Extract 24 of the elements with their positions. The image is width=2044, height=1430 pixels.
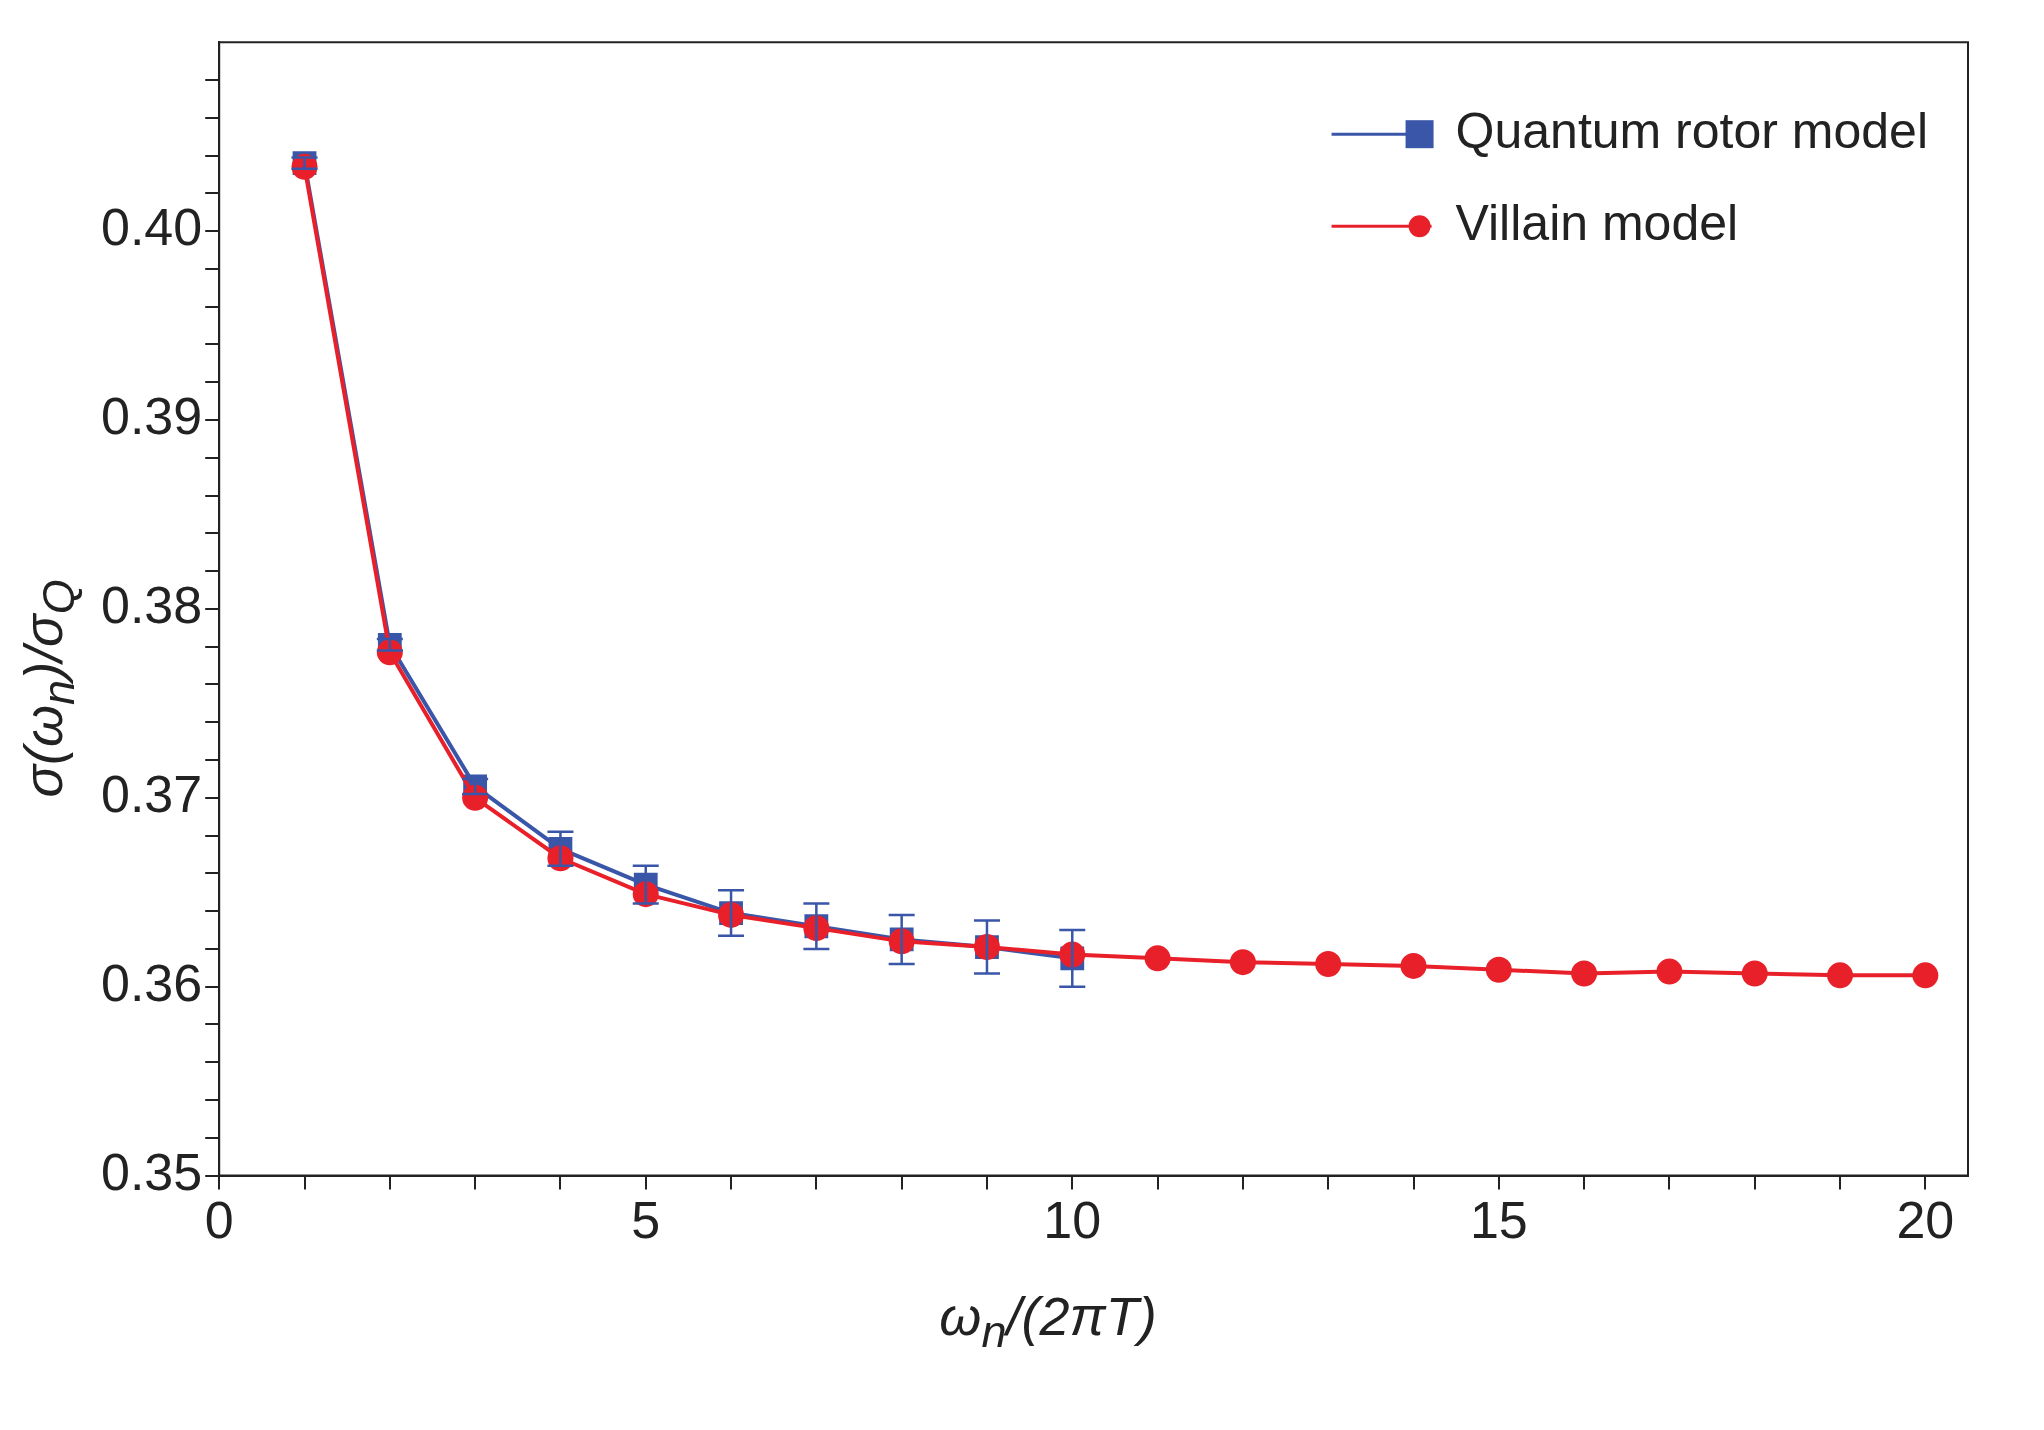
point (1315, 951, 1342, 978)
point (1656, 958, 1683, 985)
y-tick-label: 0.35 (100, 1142, 203, 1201)
x-tick-label: 15 (1469, 1191, 1528, 1250)
point (1485, 956, 1512, 983)
x-tick-label: 20 (1896, 1191, 1955, 1250)
point (1571, 960, 1598, 987)
x-tick-label: 0 (204, 1191, 234, 1250)
point (1144, 945, 1171, 972)
point (1827, 962, 1854, 989)
point (1912, 962, 1939, 989)
point (1229, 949, 1256, 976)
x-tick-label: 10 (1043, 1191, 1102, 1250)
y-tick-label: 0.36 (100, 954, 203, 1013)
point (1400, 952, 1427, 979)
y-tick-label: 0.38 (100, 576, 203, 635)
y-tick-label: 0.40 (100, 198, 203, 257)
legend-label: Quantum rotor model (1455, 102, 1928, 159)
y-tick-label: 0.37 (100, 765, 203, 824)
legend-label: Villain model (1455, 194, 1739, 251)
y-tick-label: 0.39 (100, 387, 203, 446)
point (1741, 960, 1768, 987)
x-axis-title: ω$_{n}$/(2πT) (938, 1285, 1158, 1358)
x-tick-label: 5 (631, 1191, 661, 1250)
